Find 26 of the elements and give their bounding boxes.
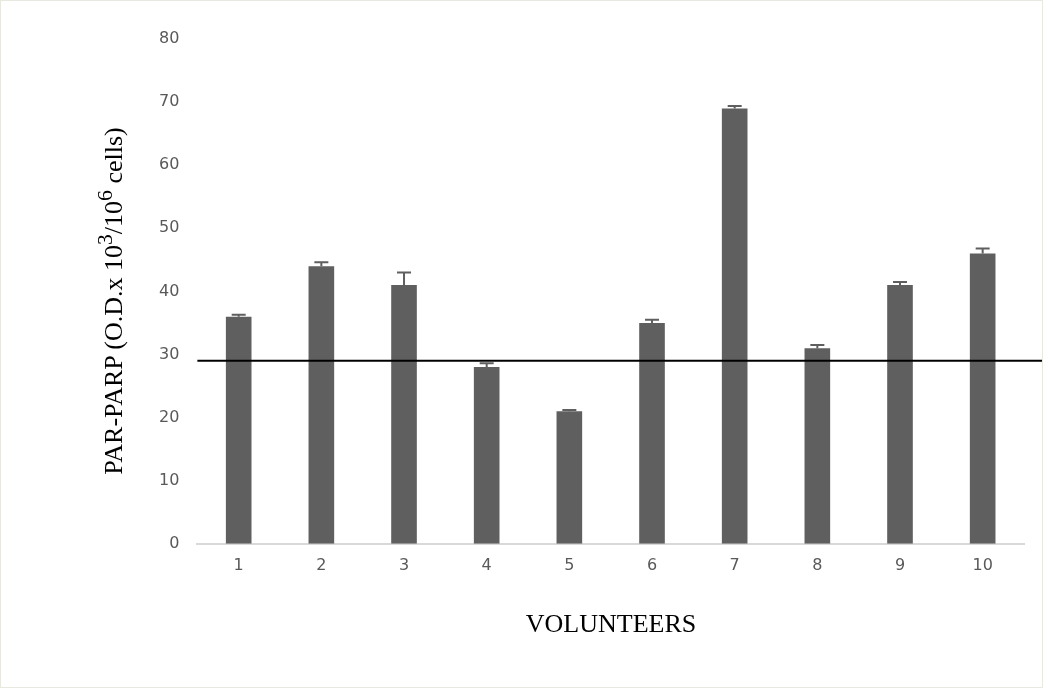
x-tick-label: 3	[398, 554, 410, 574]
x-tick-label: 5	[564, 554, 575, 574]
x-tick-label: 8	[812, 554, 823, 574]
x-tick-label: 9	[894, 554, 906, 574]
y-tick-label: 10	[159, 469, 180, 489]
x-tick-label: 6	[646, 554, 658, 574]
bar	[804, 348, 831, 544]
y-tick-label: 70	[159, 91, 180, 111]
y-tick-label: 60	[159, 154, 180, 174]
y-tick-label: 20	[159, 406, 180, 426]
y-tick-label: 50	[159, 217, 180, 237]
x-tick-label: 7	[729, 554, 740, 574]
bar	[225, 316, 252, 544]
y-tick-label: 30	[159, 343, 180, 363]
y-tick-label: 80	[159, 28, 180, 48]
x-tick-label: 1	[233, 554, 244, 574]
x-tick-label: 2	[316, 554, 327, 574]
bar	[639, 322, 665, 544]
x-tick-label: 10	[972, 554, 993, 574]
x-tick-label: 4	[481, 554, 492, 574]
x-axis-title: VOLUNTEERS	[525, 609, 697, 639]
bar	[556, 411, 583, 544]
y-tick-label: 0	[169, 532, 180, 552]
bar	[721, 108, 748, 544]
bar	[887, 285, 913, 544]
y-tick-label: 40	[159, 280, 180, 300]
